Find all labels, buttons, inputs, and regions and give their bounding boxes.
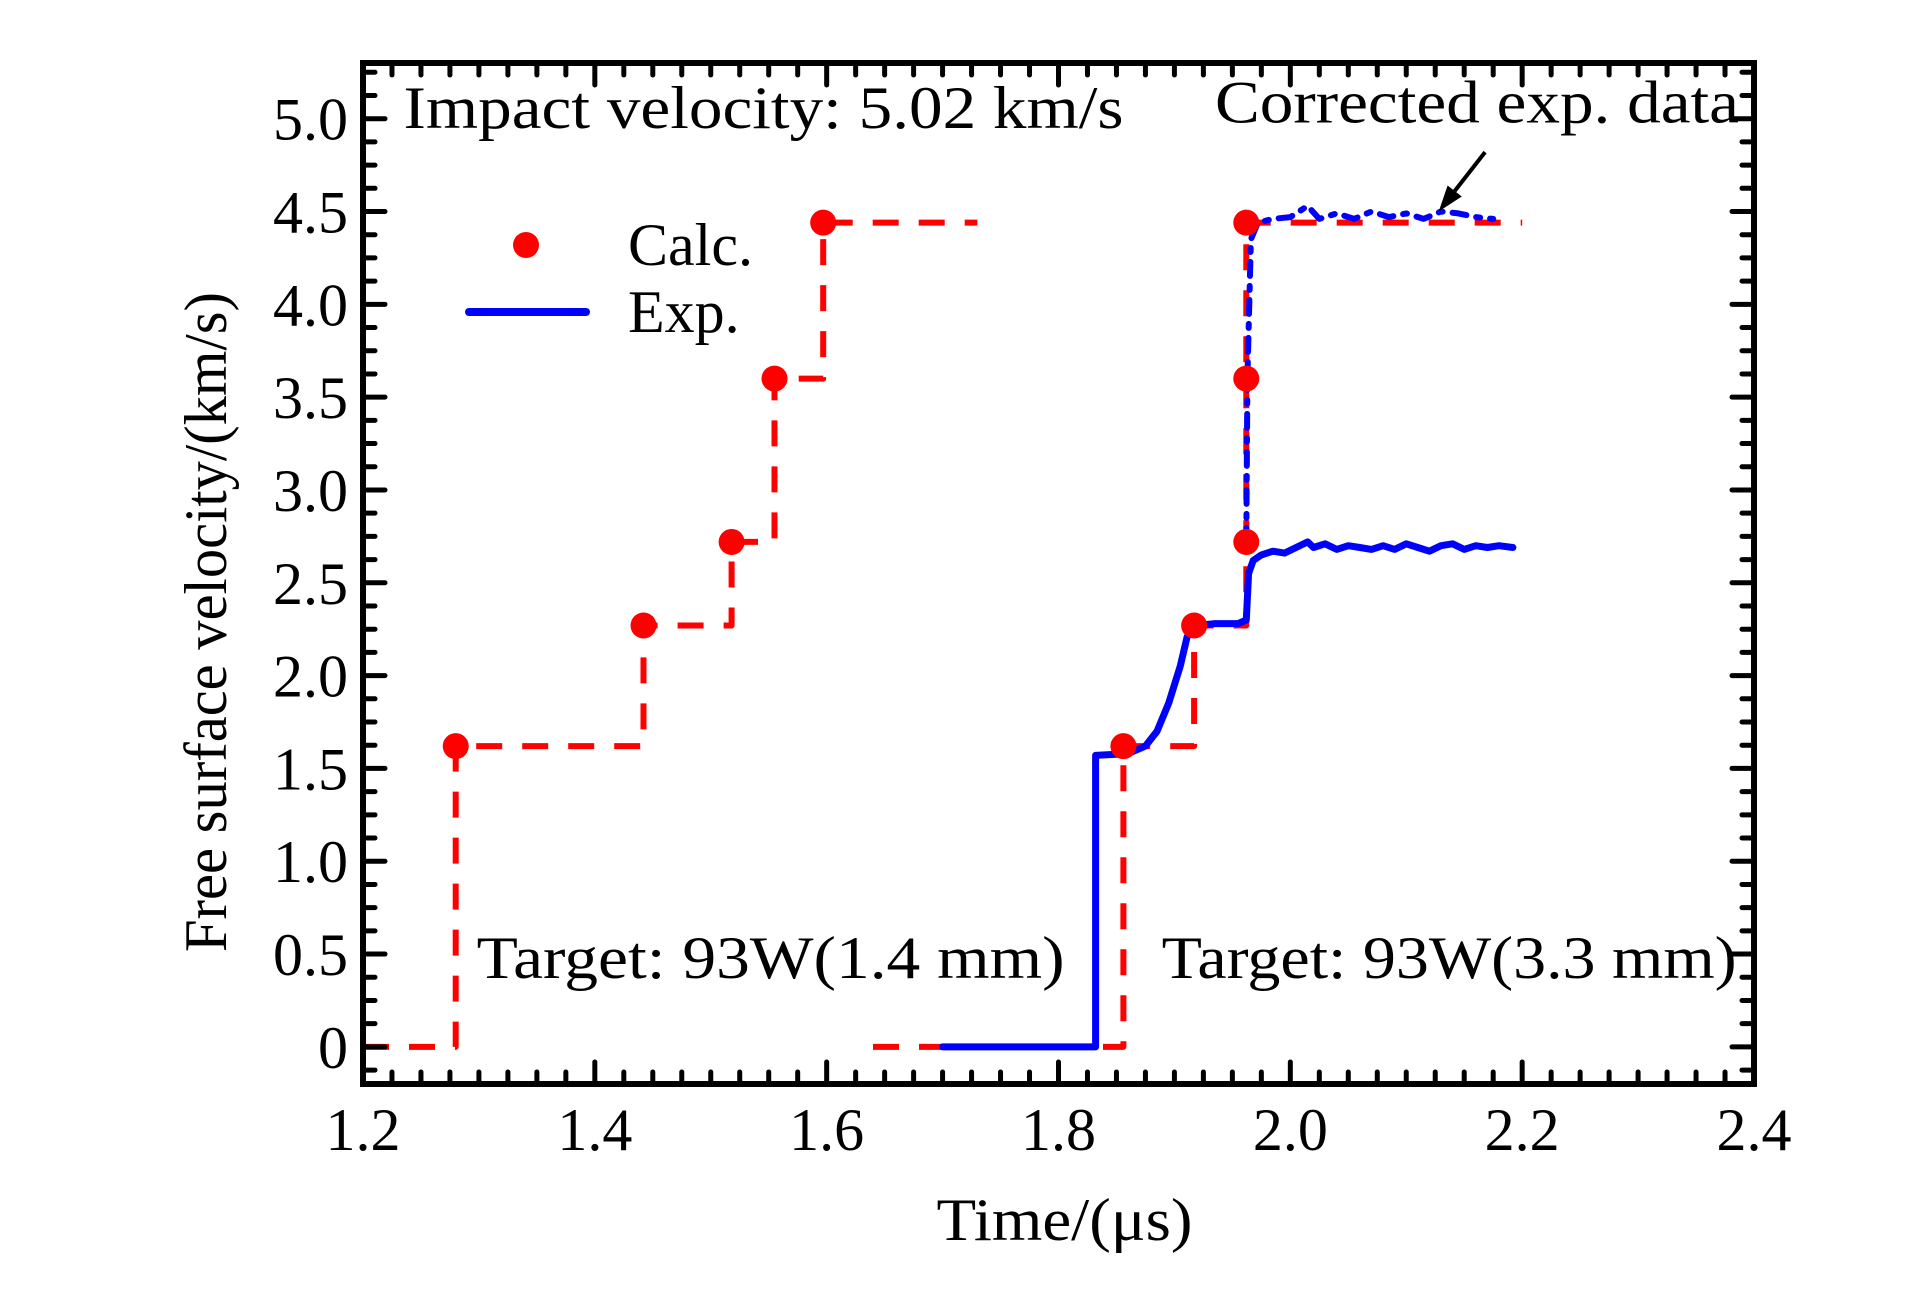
x-tick-label: 2.2 <box>1485 1097 1560 1163</box>
calc-data-point <box>1233 209 1260 236</box>
exp-line <box>939 538 1517 1051</box>
calc-data-point <box>630 612 657 639</box>
calc-step-line <box>363 219 978 1050</box>
y-tick-label: 4.0 <box>273 272 348 338</box>
legend-exp-label: Exp. <box>628 279 740 345</box>
calc-data-point <box>1110 733 1137 760</box>
arrow-head-icon <box>1438 185 1462 212</box>
calc-step-line <box>873 219 1523 1050</box>
x-tick-label: 2.0 <box>1253 1097 1328 1163</box>
ticks-layer <box>360 60 1757 1087</box>
y-tick-label: 1.0 <box>273 829 348 895</box>
y-tick-label: 0.5 <box>273 922 348 988</box>
x-tick-label: 1.4 <box>557 1097 632 1163</box>
annotation-impact-velocity: Impact velocity: 5.02 km/s <box>404 75 1124 141</box>
calc-data-point <box>442 733 469 760</box>
y-axis-title: Free surface velocity/(km/s) <box>173 292 239 952</box>
calc-data-point <box>1233 365 1260 392</box>
y-tick-label: 2.0 <box>273 644 348 710</box>
y-tick-label: 4.5 <box>273 180 348 246</box>
legend: Calc. Exp. <box>465 212 753 345</box>
corrected-exp-line <box>1243 202 1497 545</box>
x-tick-label: 1.6 <box>789 1097 864 1163</box>
calc-data-point <box>810 209 837 236</box>
calc-data-point <box>1233 528 1260 555</box>
calc-data-point <box>1181 612 1208 639</box>
legend-calc-marker <box>513 232 539 258</box>
legend-calc-label: Calc. <box>628 212 753 278</box>
y-tick-label: 3.5 <box>273 365 348 431</box>
y-tick-label: 5.0 <box>273 87 348 153</box>
x-tick-label: 1.2 <box>326 1097 401 1163</box>
annotation-corrected-exp-data: Corrected exp. data <box>1215 69 1739 135</box>
annotation-target-1: Target: 93W(1.4 mm) <box>477 925 1065 991</box>
series-layer <box>363 202 1523 1051</box>
annotation-arrow <box>1453 150 1487 193</box>
y-tick-label: 0 <box>318 1015 348 1081</box>
calc-data-point <box>761 365 788 392</box>
x-axis-title: Time/(μs) <box>937 1187 1193 1253</box>
x-tick-label: 1.8 <box>1021 1097 1096 1163</box>
y-tick-label: 2.5 <box>273 551 348 617</box>
tick-labels: 1.2 1.4 1.6 1.8 2.0 2.2 2.4 0 0.5 1.0 1.5 2.0 2.5 3.0… <box>273 87 1792 1163</box>
annotation-target-2: Target: 93W(3.3 mm) <box>1162 925 1737 991</box>
calc-data-point <box>718 528 745 555</box>
x-tick-label: 2.4 <box>1717 1097 1792 1163</box>
marker-layer <box>442 209 1260 760</box>
y-tick-label: 1.5 <box>273 736 348 802</box>
y-tick-label: 3.0 <box>273 458 348 524</box>
annotations: Impact velocity: 5.02 km/s Corrected exp… <box>404 69 1739 991</box>
